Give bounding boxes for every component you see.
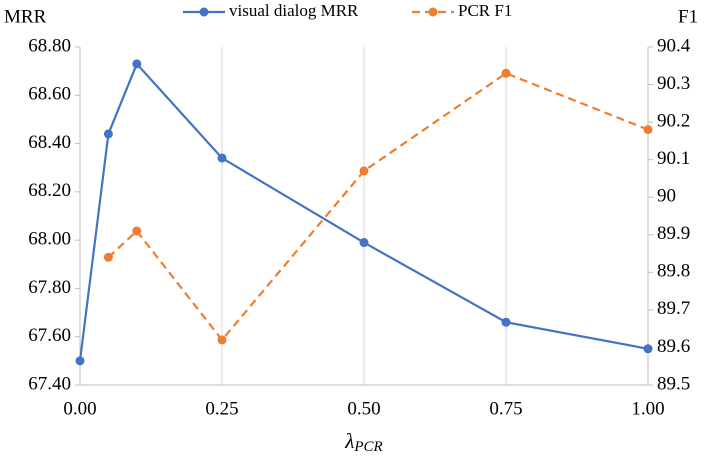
point <box>217 335 227 345</box>
point <box>103 129 113 139</box>
point <box>75 356 85 366</box>
legend-text: visual dialog MRR <box>229 1 359 20</box>
point <box>643 344 653 354</box>
y-axis-label: MRR <box>4 6 47 27</box>
y-tick-label: 67.80 <box>28 277 71 298</box>
point <box>501 68 511 78</box>
x-tick-label: 0.50 <box>347 398 380 419</box>
y2-tick-label: 90.4 <box>657 35 691 56</box>
point <box>501 317 511 327</box>
point <box>217 153 227 163</box>
x-axis-label-sub: PCR <box>353 439 382 455</box>
legend-marker <box>199 7 209 17</box>
legend-marker <box>428 7 438 17</box>
y-tick-label: 68.20 <box>28 180 71 201</box>
point <box>132 59 142 69</box>
point <box>132 226 142 236</box>
y2-tick-label: 90.3 <box>657 73 690 94</box>
x-tick-label: 1.00 <box>631 398 664 419</box>
y2-tick-label: 90.2 <box>657 110 690 131</box>
x-axis-label-main: λ <box>344 429 354 453</box>
y2-tick-label: 90.1 <box>657 148 690 169</box>
point <box>643 125 653 135</box>
y2-tick-label: 89.6 <box>657 336 690 357</box>
x-tick-label: 0.25 <box>205 398 238 419</box>
y-tick-label: 68.00 <box>28 229 71 250</box>
y-tick-label: 67.60 <box>28 325 71 346</box>
y2-tick-label: 89.7 <box>657 298 690 319</box>
y2-axis-label: F1 <box>678 6 698 27</box>
x-tick-label: 0.75 <box>489 398 522 419</box>
y2-tick-label: 90 <box>657 186 676 207</box>
point <box>103 252 113 262</box>
y2-tick-label: 89.8 <box>657 261 690 282</box>
legend-text: PCR F1 <box>458 1 512 20</box>
x-axis-label: λPCR <box>344 429 382 456</box>
y2-tick-label: 89.9 <box>657 223 690 244</box>
series-line <box>107 72 649 342</box>
point <box>359 166 369 176</box>
y-tick-label: 68.80 <box>28 35 71 56</box>
y2-tick-label: 89.5 <box>657 373 690 394</box>
y-tick-label: 68.60 <box>28 84 71 105</box>
y-tick-label: 67.40 <box>28 373 71 394</box>
point <box>359 238 369 248</box>
x-tick-label: 0.00 <box>63 398 96 419</box>
y-tick-label: 68.40 <box>28 132 71 153</box>
